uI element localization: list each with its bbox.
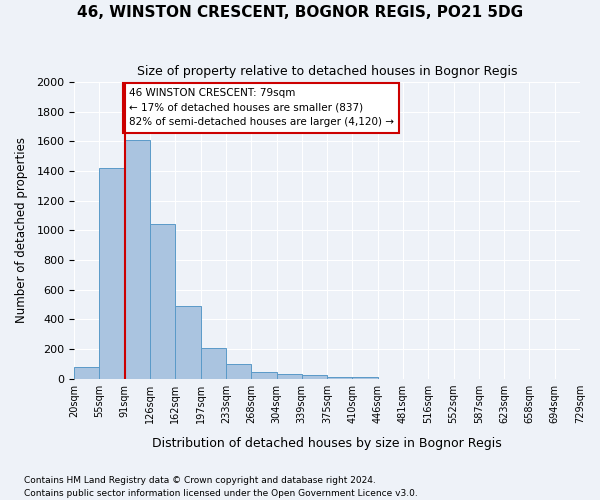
Bar [200,348,226,379]
Bar [100,168,125,379]
Text: Contains HM Land Registry data © Crown copyright and database right 2024.
Contai: Contains HM Land Registry data © Crown c… [24,476,418,498]
Text: 46 WINSTON CRESCENT: 79sqm
← 17% of detached houses are smaller (837)
82% of sem: 46 WINSTON CRESCENT: 79sqm ← 17% of deta… [128,88,394,128]
Title: Size of property relative to detached houses in Bognor Regis: Size of property relative to detached ho… [137,65,517,78]
Bar [327,376,352,379]
Y-axis label: Number of detached properties: Number of detached properties [15,138,28,324]
Bar [150,224,175,379]
Bar [277,374,302,379]
Bar [125,140,150,379]
Bar [302,376,327,379]
Bar [226,364,251,379]
X-axis label: Distribution of detached houses by size in Bognor Regis: Distribution of detached houses by size … [152,437,502,450]
Bar [175,306,200,379]
Bar [251,372,277,379]
Bar [352,378,377,379]
Text: 46, WINSTON CRESCENT, BOGNOR REGIS, PO21 5DG: 46, WINSTON CRESCENT, BOGNOR REGIS, PO21… [77,5,523,20]
Bar [74,367,100,379]
